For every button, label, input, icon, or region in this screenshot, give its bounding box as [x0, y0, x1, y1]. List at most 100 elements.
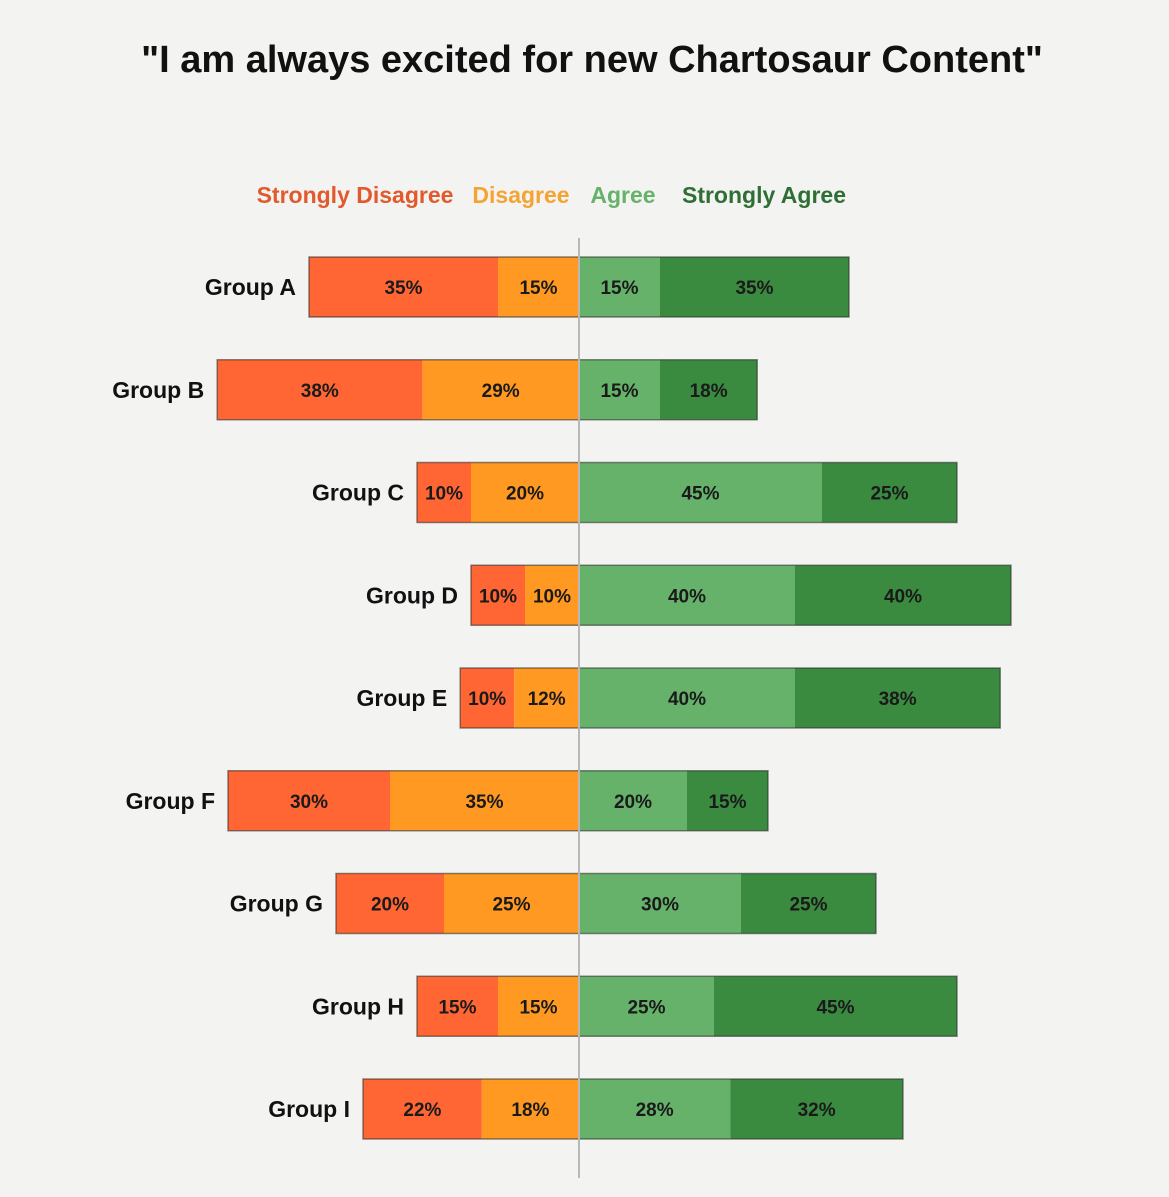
bar-outline-group-b: [216, 359, 758, 421]
bar-group-d-strongly-agree: [795, 565, 1011, 626]
row-group-a: 35% 15% 15% 35% Group A: [205, 256, 850, 318]
bar-group-g-strongly-agree: [741, 873, 876, 934]
group-label-group-g: Group G: [230, 891, 323, 917]
bar-group-c-disagree: [471, 462, 579, 523]
bar-group-h-agree: [579, 976, 714, 1037]
bar-label-group-h-agree: 25%: [627, 997, 665, 1018]
group-label-group-b: Group B: [112, 377, 204, 403]
bar-label-group-i-agree: 28%: [636, 1100, 674, 1121]
group-label-group-d: Group D: [366, 582, 458, 608]
bar-label-group-g-agree: 30%: [641, 895, 679, 916]
bar-label-group-a-disagree: 15%: [519, 278, 557, 299]
bar-label-group-i-disagree: 18%: [511, 1100, 549, 1121]
bar-group-b-strongly-disagree: [217, 359, 423, 420]
bar-group-i-agree: [579, 1079, 731, 1139]
bar-group-f-agree: [579, 770, 687, 831]
row-group-d: 10% 10% 40% 40% Group D: [366, 564, 1012, 626]
chart-title: "I am always excited for new Chartosaur …: [141, 39, 1043, 81]
group-label-group-e: Group E: [356, 685, 447, 711]
legend-agree: Agree: [590, 182, 655, 208]
bar-label-group-h-strongly-agree: 45%: [816, 997, 854, 1018]
bar-group-c-strongly-agree: [822, 462, 957, 523]
bar-group-b-disagree: [422, 359, 579, 420]
bar-label-group-h-disagree: 15%: [519, 997, 557, 1018]
legend: Strongly Disagree Disagree Agree Strongly A…: [257, 182, 846, 208]
bar-label-group-e-disagree: 12%: [528, 689, 566, 710]
group-label-group-h: Group H: [312, 993, 404, 1019]
bar-outline-group-d: [470, 564, 1012, 626]
bar-group-b-strongly-agree: [660, 359, 758, 420]
bar-group-d-agree: [579, 565, 795, 626]
bar-label-group-e-strongly-disagree: 10%: [468, 689, 506, 710]
bar-label-group-c-strongly-disagree: 10%: [425, 484, 463, 505]
bar-label-group-i-strongly-disagree: 22%: [403, 1100, 441, 1121]
bar-label-group-g-disagree: 25%: [492, 895, 530, 916]
bar-group-e-strongly-disagree: [460, 668, 515, 728]
row-group-e: 10% 12% 40% 38% Group E: [356, 667, 1001, 729]
bar-label-group-a-strongly-disagree: 35%: [384, 278, 422, 299]
bar-label-group-c-strongly-agree: 25%: [870, 484, 908, 505]
bar-group-h-strongly-agree: [714, 976, 957, 1037]
bar-group-c-agree: [579, 462, 822, 523]
bar-outline-group-c: [416, 461, 958, 524]
bar-outline-group-f: [227, 770, 769, 832]
bar-label-group-b-strongly-agree: 18%: [690, 381, 728, 402]
bar-group-e-disagree: [514, 668, 579, 728]
bar-outline-group-h: [416, 975, 958, 1037]
bar-label-group-d-strongly-disagree: 10%: [479, 586, 517, 607]
bar-label-group-f-agree: 20%: [614, 792, 652, 813]
bars: 35% 15% 15% 35% Group A 38% 29% 15% 18% Group B 10…: [112, 256, 1012, 1140]
bar-label-group-f-strongly-agree: 15%: [708, 792, 746, 813]
bar-group-h-disagree: [498, 976, 579, 1037]
bar-label-group-d-disagree: 10%: [533, 586, 571, 607]
bar-label-group-b-agree: 15%: [600, 381, 638, 402]
bar-label-group-f-disagree: 35%: [465, 792, 503, 813]
bar-label-group-i-strongly-agree: 32%: [798, 1100, 836, 1121]
bar-label-group-g-strongly-agree: 25%: [789, 895, 827, 916]
group-label-group-i: Group I: [268, 1096, 350, 1122]
bar-outline-group-e: [459, 667, 1001, 729]
row-group-g: 20% 25% 30% 25% Group G: [230, 872, 877, 935]
legend-strongly-agree: Strongly Agree: [682, 182, 846, 208]
bar-group-e-strongly-agree: [795, 668, 1001, 728]
bar-group-e-agree: [579, 668, 795, 728]
group-label-group-f: Group F: [126, 788, 215, 814]
group-label-group-c: Group C: [312, 480, 404, 506]
bar-group-d-strongly-disagree: [471, 565, 525, 626]
bar-label-group-h-strongly-disagree: 15%: [438, 997, 476, 1018]
legend-strongly-disagree: Strongly Disagree: [257, 182, 454, 208]
bar-label-group-c-agree: 45%: [681, 484, 719, 505]
bar-group-g-agree: [579, 873, 741, 934]
bar-group-f-strongly-disagree: [228, 770, 390, 831]
bar-label-group-g-strongly-disagree: 20%: [371, 895, 409, 916]
bar-group-a-strongly-disagree: [309, 257, 498, 317]
bar-outline-group-i: [362, 1078, 904, 1140]
row-group-b: 38% 29% 15% 18% Group B: [112, 359, 758, 421]
row-group-h: 15% 15% 25% 45% Group H: [312, 975, 958, 1037]
bar-outline-group-g: [335, 872, 877, 935]
row-group-f: 30% 35% 20% 15% Group F: [126, 770, 769, 832]
bar-group-b-agree: [579, 359, 660, 420]
bar-group-c-strongly-disagree: [417, 462, 471, 523]
legend-disagree: Disagree: [472, 182, 569, 208]
bar-group-a-disagree: [498, 257, 579, 317]
bar-label-group-b-disagree: 29%: [482, 381, 520, 402]
bar-group-g-strongly-disagree: [336, 873, 444, 934]
bar-label-group-e-agree: 40%: [668, 689, 706, 710]
bar-label-group-e-strongly-agree: 38%: [879, 689, 917, 710]
bar-label-group-a-agree: 15%: [600, 278, 638, 299]
bar-group-i-strongly-agree: [730, 1079, 903, 1139]
row-group-c: 10% 20% 45% 25% Group C: [312, 461, 958, 524]
bar-label-group-a-strongly-agree: 35%: [735, 278, 773, 299]
bar-group-f-disagree: [390, 770, 579, 831]
bar-label-group-d-strongly-agree: 40%: [884, 586, 922, 607]
bar-group-h-strongly-disagree: [417, 976, 498, 1037]
bar-group-i-disagree: [481, 1079, 579, 1139]
bar-group-i-strongly-disagree: [363, 1079, 482, 1139]
bar-group-d-disagree: [525, 565, 579, 626]
group-label-group-a: Group A: [205, 274, 296, 300]
bar-group-f-strongly-agree: [687, 770, 768, 831]
bar-group-a-agree: [579, 257, 660, 317]
bar-label-group-f-strongly-disagree: 30%: [290, 792, 328, 813]
